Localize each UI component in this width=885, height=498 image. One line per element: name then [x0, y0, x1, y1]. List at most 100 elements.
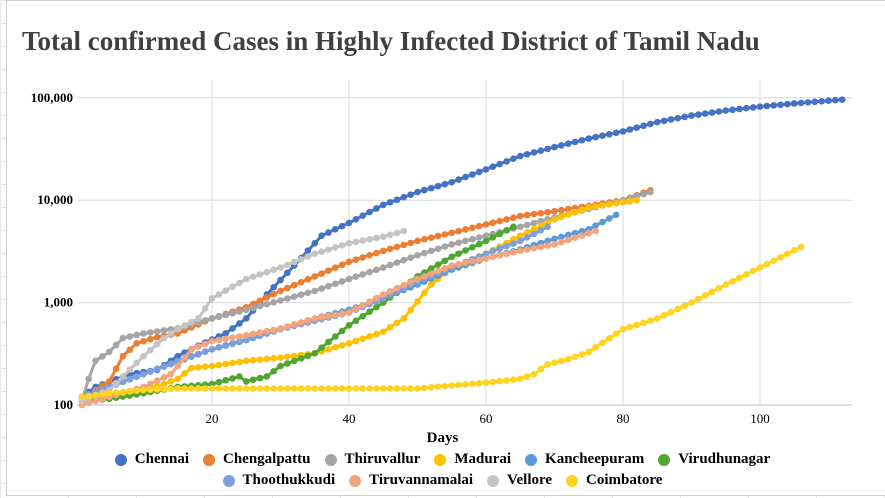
- legend-item[interactable]: Thiruvallur: [324, 451, 421, 468]
- legend-item[interactable]: Chengalpattu: [202, 451, 311, 468]
- data-point: [311, 349, 319, 357]
- data-point: [592, 344, 599, 351]
- data-point: [619, 128, 627, 135]
- data-point: [674, 305, 682, 313]
- data-point: [448, 253, 456, 261]
- data-point: [530, 230, 538, 238]
- data-point: [763, 260, 771, 268]
- data-point: [290, 357, 298, 365]
- legend-item[interactable]: Chennai: [114, 451, 189, 468]
- data-point: [379, 291, 387, 298]
- data-point: [496, 377, 504, 385]
- data-point: [208, 345, 216, 353]
- legend-item[interactable]: Thoothukkudi: [222, 472, 335, 489]
- data-point: [140, 386, 147, 394]
- data-point: [626, 126, 634, 133]
- series-tiruvannamalai: [78, 227, 599, 409]
- data-point: [338, 342, 346, 349]
- data-point: [318, 385, 325, 392]
- data-point: [407, 239, 414, 247]
- data-point: [489, 378, 497, 386]
- legend-item[interactable]: Vellore: [487, 472, 552, 489]
- data-point: [379, 247, 387, 255]
- data-point: [688, 112, 695, 119]
- data-point: [523, 234, 531, 241]
- data-point: [373, 234, 380, 242]
- data-point: [482, 379, 490, 387]
- data-point: [345, 322, 353, 329]
- data-point: [482, 255, 490, 262]
- legend-item[interactable]: Kancheepuram: [525, 451, 644, 468]
- data-point: [660, 117, 668, 125]
- series-line: [81, 245, 802, 399]
- data-point: [366, 385, 373, 392]
- data-point: [530, 149, 538, 156]
- data-point: [352, 317, 360, 325]
- data-point: [359, 302, 367, 309]
- legend-item[interactable]: Coimbatore: [566, 472, 662, 489]
- data-point: [208, 362, 216, 370]
- data-point: [153, 333, 161, 341]
- data-point: [140, 352, 147, 360]
- data-point: [256, 329, 264, 336]
- data-point: [510, 240, 517, 247]
- series-line: [81, 198, 637, 403]
- data-point: [318, 344, 325, 351]
- data-point: [256, 385, 264, 392]
- data-point: [133, 387, 140, 394]
- data-point: [140, 337, 147, 345]
- data-point: [722, 281, 730, 288]
- legend-item[interactable]: Tiruvannamalai: [349, 472, 473, 489]
- data-point: [510, 223, 517, 231]
- data-point: [516, 247, 524, 255]
- data-point: [489, 247, 497, 255]
- data-point: [523, 150, 531, 158]
- data-point: [119, 352, 127, 360]
- data-point: [736, 274, 743, 282]
- legend-item[interactable]: Madurai: [434, 451, 511, 468]
- data-point: [749, 104, 757, 111]
- data-point: [359, 385, 367, 392]
- data-point: [469, 380, 476, 388]
- data-point: [475, 240, 483, 248]
- data-point: [284, 385, 291, 392]
- data-point: [325, 246, 332, 253]
- data-point: [242, 378, 250, 385]
- data-point: [434, 383, 442, 390]
- data-point: [263, 268, 271, 276]
- data-point: [551, 216, 558, 223]
- data-point: [366, 268, 373, 276]
- legend-item[interactable]: Virudhunagar: [658, 451, 770, 468]
- data-point: [626, 323, 634, 331]
- data-point: [373, 294, 380, 302]
- legend-label: Thiruvallur: [344, 451, 421, 467]
- data-point: [229, 385, 236, 392]
- data-point: [352, 385, 360, 392]
- data-point: [695, 111, 702, 118]
- data-point: [606, 215, 613, 222]
- data-point: [229, 309, 236, 317]
- data-point: [647, 317, 654, 324]
- data-point: [537, 227, 545, 234]
- data-point: [715, 108, 723, 115]
- data-point: [236, 358, 243, 366]
- data-point: [523, 229, 531, 236]
- data-point: [647, 120, 654, 128]
- data-point: [667, 116, 675, 123]
- data-point: [147, 380, 154, 388]
- data-point: [263, 300, 271, 308]
- data-point: [153, 365, 161, 373]
- data-point: [564, 236, 572, 244]
- data-point: [400, 281, 408, 289]
- data-point: [167, 378, 175, 385]
- data-point: [393, 243, 401, 251]
- data-point: [277, 276, 284, 284]
- data-point: [215, 378, 223, 386]
- data-point: [585, 204, 593, 211]
- data-point: [448, 178, 456, 186]
- data-point: [345, 309, 353, 316]
- data-point: [359, 237, 367, 244]
- legend-marker: [487, 474, 500, 487]
- data-point: [105, 390, 113, 397]
- data-point: [229, 325, 236, 332]
